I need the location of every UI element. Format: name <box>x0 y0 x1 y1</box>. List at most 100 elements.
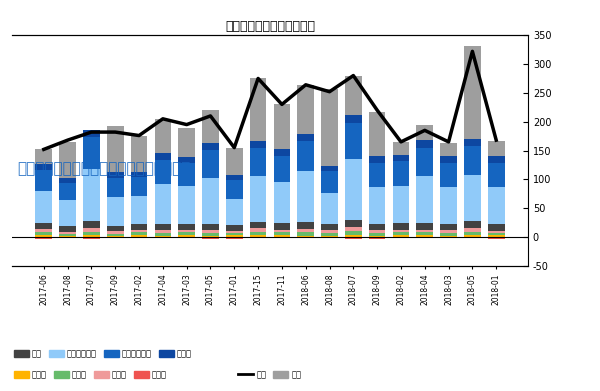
Bar <box>59 200 76 226</box>
Bar <box>440 156 457 163</box>
Bar <box>59 226 76 232</box>
Bar <box>274 223 290 230</box>
Title: （千人）美国非农就业情况: （千人）美国非农就业情况 <box>225 20 315 32</box>
Bar <box>369 156 385 163</box>
Bar <box>155 184 171 224</box>
Bar <box>131 232 148 235</box>
Text: 美国关税：对经济增长、通脹和就业的影响: 美国关税：对经济增长、通脹和就业的影响 <box>17 161 191 176</box>
Bar <box>488 141 505 156</box>
Bar <box>155 153 171 160</box>
Bar <box>345 237 362 239</box>
Bar <box>226 148 242 175</box>
Bar <box>59 236 76 237</box>
Bar <box>369 113 385 156</box>
Bar <box>440 143 457 156</box>
Bar <box>226 175 242 180</box>
Bar <box>83 130 100 137</box>
Bar <box>298 222 314 229</box>
Bar <box>155 160 171 184</box>
Bar <box>345 235 362 237</box>
Bar <box>464 235 481 237</box>
Bar <box>416 230 433 232</box>
Bar <box>178 157 195 163</box>
Bar <box>107 236 124 237</box>
Bar <box>464 232 481 235</box>
Bar <box>298 229 314 232</box>
Bar <box>488 163 505 187</box>
Bar <box>369 237 385 239</box>
Bar <box>488 237 505 239</box>
Bar <box>392 155 409 161</box>
Bar <box>250 176 266 222</box>
Bar <box>392 235 409 237</box>
Bar <box>83 232 100 235</box>
Bar <box>488 224 505 231</box>
Bar <box>369 224 385 230</box>
Bar <box>178 186 195 224</box>
Bar <box>202 110 219 143</box>
Bar <box>416 235 433 237</box>
Bar <box>202 230 219 233</box>
Bar <box>321 171 338 193</box>
Bar <box>369 233 385 236</box>
Bar <box>345 220 362 227</box>
Bar <box>464 228 481 232</box>
Bar <box>345 115 362 124</box>
Bar <box>107 172 124 178</box>
Bar <box>226 231 242 233</box>
Bar <box>392 230 409 232</box>
Bar <box>250 148 266 176</box>
Bar <box>35 235 52 237</box>
Bar <box>440 163 457 187</box>
Bar <box>202 233 219 236</box>
Bar <box>178 230 195 232</box>
Legend: 总就业, 建筑业, 制造业, 零售业: 总就业, 建筑业, 制造业, 零售业 <box>10 367 170 383</box>
Bar <box>321 224 338 230</box>
Bar <box>416 125 433 140</box>
Bar <box>416 232 433 235</box>
Bar <box>392 237 409 238</box>
Bar <box>83 137 100 169</box>
Bar <box>392 223 409 230</box>
Bar <box>345 124 362 159</box>
Bar <box>345 227 362 231</box>
Bar <box>226 235 242 237</box>
Bar <box>369 230 385 233</box>
Bar <box>107 233 124 236</box>
Bar <box>488 231 505 233</box>
Bar <box>131 224 148 230</box>
Bar <box>464 221 481 228</box>
Bar <box>35 164 52 170</box>
Bar <box>321 193 338 224</box>
Bar <box>416 237 433 238</box>
Bar <box>416 222 433 230</box>
Bar <box>131 235 148 237</box>
Bar <box>298 141 314 171</box>
Bar <box>274 232 290 235</box>
Bar <box>35 170 52 192</box>
Bar <box>274 235 290 237</box>
Bar <box>321 237 338 238</box>
Bar <box>107 237 124 238</box>
Bar <box>202 224 219 230</box>
Bar <box>440 224 457 230</box>
Bar <box>464 175 481 221</box>
Bar <box>440 236 457 237</box>
Bar <box>59 232 76 234</box>
Bar <box>35 192 52 223</box>
Bar <box>35 229 52 232</box>
Bar <box>178 232 195 235</box>
Bar <box>321 236 338 237</box>
Bar <box>321 89 338 165</box>
Bar <box>35 149 52 164</box>
Bar <box>178 128 195 157</box>
Bar <box>392 232 409 235</box>
Bar <box>107 231 124 233</box>
Legend: 合计, 其他: 合计, 其他 <box>235 367 305 383</box>
Bar <box>464 237 481 238</box>
Bar <box>488 187 505 224</box>
Bar <box>488 233 505 235</box>
Bar <box>369 163 385 187</box>
Bar <box>131 172 148 177</box>
Bar <box>178 237 195 238</box>
